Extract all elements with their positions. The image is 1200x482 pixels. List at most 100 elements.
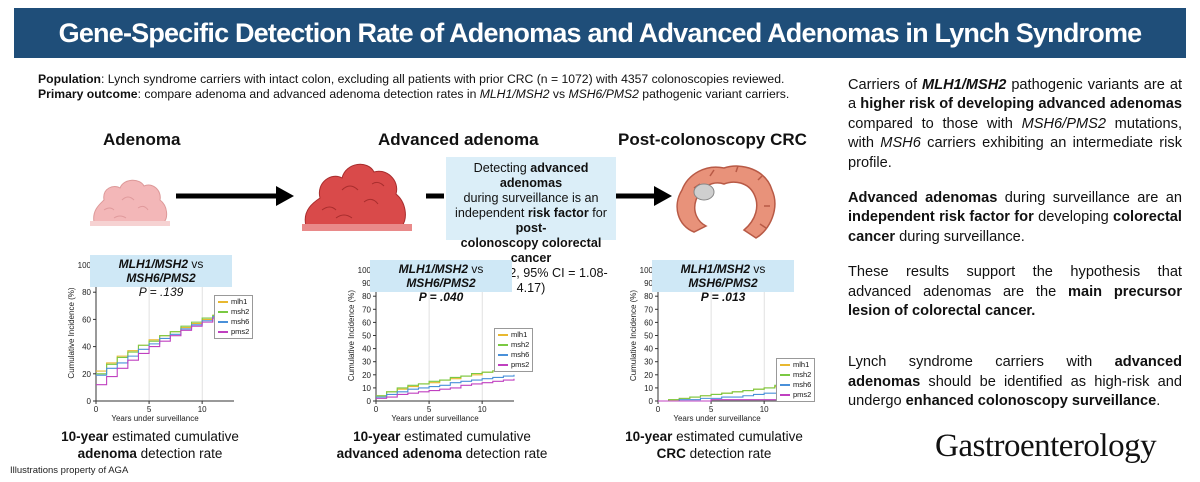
legend-label: msh6 xyxy=(511,350,530,359)
p1-b: MLH1/MSH2 xyxy=(922,77,1007,93)
caption-text: detection rate xyxy=(461,446,548,461)
legend-label: mlh1 xyxy=(793,360,810,369)
caption-adenoma: 10-year estimated cumulative adenoma det… xyxy=(40,428,260,462)
x-tick-label: 0 xyxy=(656,405,661,414)
p4-c: should be identified as high-risk and un… xyxy=(848,373,1182,410)
legend-entry: msh6 xyxy=(498,350,529,360)
ann-b4: post- xyxy=(515,221,547,235)
ann-b1: advanced adenomas xyxy=(499,161,589,190)
p4-d: enhanced colonoscopy surveillance xyxy=(905,393,1157,410)
population-line: Population: Lynch syndrome carriers with… xyxy=(38,72,784,86)
legend: mlh1 msh2 msh6 pms2 xyxy=(214,295,254,339)
y-tick-label: 10 xyxy=(362,384,371,393)
conclusion-1: Carriers of MLH1/MSH2 pathogenic variant… xyxy=(848,76,1182,173)
y-tick-label: 90 xyxy=(362,279,371,288)
x-tick-label: 10 xyxy=(760,405,769,414)
legend-entry: mlh1 xyxy=(498,330,529,340)
comparison-a: MLH1/MSH2 xyxy=(118,257,188,271)
stage-advanced-adenoma: Advanced adenoma xyxy=(378,130,539,149)
legend-entry: msh2 xyxy=(498,340,529,350)
arrow-to-crc xyxy=(614,186,672,206)
caption-bold: adenoma xyxy=(77,446,137,461)
x-tick-label: 5 xyxy=(427,405,432,414)
conclusion-3: These results support the hypothesis tha… xyxy=(848,263,1182,321)
y-tick-label: 40 xyxy=(82,343,91,352)
legend-swatch xyxy=(780,374,790,376)
outcome-text-b: vs xyxy=(549,87,569,101)
series-line-pms2 xyxy=(658,399,796,402)
annotation-box: Detecting advanced adenomas during surve… xyxy=(446,157,616,295)
population-label: Population xyxy=(38,72,101,86)
p3-b: main precursor lesion of colorectal canc… xyxy=(848,283,1183,320)
legend-entry: pms2 xyxy=(780,390,811,400)
p4-b: advanced adenomas xyxy=(848,354,1182,390)
series-line-pms2 xyxy=(376,378,515,399)
p1-f: MSH6/PMS2 xyxy=(1021,115,1106,132)
adenoma-illustration xyxy=(90,179,170,226)
legend-entry: pms2 xyxy=(218,327,249,337)
comparison-vs: vs xyxy=(468,262,484,276)
x-tick-label: 5 xyxy=(147,405,152,414)
y-axis-label: Cumulative Incidence (%) xyxy=(347,290,356,381)
x-tick-label: 0 xyxy=(374,405,379,414)
legend-label: msh6 xyxy=(793,380,812,389)
stage-post-colonoscopy-crc: Post-colonoscopy CRC xyxy=(618,130,807,149)
legend-entry: msh2 xyxy=(780,370,811,380)
p-value-box: MLH1/MSH2 vs MSH6/PMS2 P = .040 xyxy=(370,260,512,304)
p1-a: Carriers of xyxy=(848,77,923,93)
ann-l3b: for xyxy=(588,206,607,220)
legend-entry: msh2 xyxy=(218,307,249,317)
p4-a: Lynch syndrome carriers with xyxy=(848,354,1115,371)
legend-entry: mlh1 xyxy=(780,360,811,370)
legend-entry: mlh1 xyxy=(218,297,249,307)
legend-swatch xyxy=(780,364,790,366)
caption-bold: 10-year xyxy=(61,429,109,444)
series-line-pms2 xyxy=(96,311,235,386)
series-line-msh2 xyxy=(658,380,797,402)
caption-text: detection rate xyxy=(136,446,223,461)
legend-label: msh2 xyxy=(231,307,250,316)
chart-crc: 0 10 20 30 40 50 60 70 80 90 100 0 5 10 Years under su… xyxy=(618,260,818,423)
p2-a: Advanced adenomas xyxy=(848,190,998,207)
legend-swatch xyxy=(218,311,228,313)
stage-adenoma: Adenoma xyxy=(103,130,181,149)
p2-c: independent risk factor for xyxy=(848,209,1034,226)
y-tick-label: 90 xyxy=(644,279,653,288)
y-tick-label: 40 xyxy=(362,345,371,354)
p1-i: carriers exhibiting an intermediate risk… xyxy=(848,135,1182,171)
legend-label: msh6 xyxy=(231,317,250,326)
arrow-stub xyxy=(426,193,444,199)
caption-text: estimated cumulative xyxy=(108,429,239,444)
chart-advanced-adenoma: 0 10 20 30 40 50 60 70 80 90 100 0 5 10 Years under su… xyxy=(336,260,536,423)
x-axis-label: Years under surveillance xyxy=(673,414,761,423)
legend-label: msh2 xyxy=(511,340,530,349)
y-tick-label: 50 xyxy=(644,332,653,341)
caption-advanced-adenoma: 10-year estimated cumulative advanced ad… xyxy=(322,428,562,462)
comparison-vs: vs xyxy=(188,257,204,271)
y-tick-label: 60 xyxy=(82,315,91,324)
legend-entry: msh6 xyxy=(218,317,249,327)
chart-adenoma: 0 20 40 60 80 100 0 5 10 Years under surveillance… xyxy=(56,255,256,423)
comparison-b: MSH6/PMS2 xyxy=(688,276,758,290)
p1-g: mutations, with xyxy=(848,115,1182,152)
series-line-msh2 xyxy=(376,369,514,397)
caption-bold: 10-year xyxy=(625,429,673,444)
primary-outcome-label: Primary outcome xyxy=(38,87,138,101)
comparison-vs: vs xyxy=(750,262,766,276)
y-tick-label: 50 xyxy=(362,332,371,341)
x-tick-label: 0 xyxy=(94,405,99,414)
legend-swatch xyxy=(218,321,228,323)
comparison-b: MSH6/PMS2 xyxy=(406,276,476,290)
primary-outcome-line: Primary outcome: compare adenoma and adv… xyxy=(38,87,789,101)
y-tick-label: 60 xyxy=(644,318,653,327)
legend-swatch xyxy=(498,334,508,336)
legend: mlh1 msh2 msh6 pms2 xyxy=(776,358,816,402)
arrow-adenoma-to-advanced xyxy=(176,186,294,206)
caption-crc: 10-year estimated cumulative CRC detecti… xyxy=(604,428,824,462)
y-tick-label: 0 xyxy=(87,397,92,406)
y-axis-label: Cumulative Incidence (%) xyxy=(67,287,76,378)
outcome-text-c: pathogenic variant carriers. xyxy=(638,87,790,101)
legend-swatch xyxy=(498,364,508,366)
caption-text: estimated cumulative xyxy=(672,429,803,444)
